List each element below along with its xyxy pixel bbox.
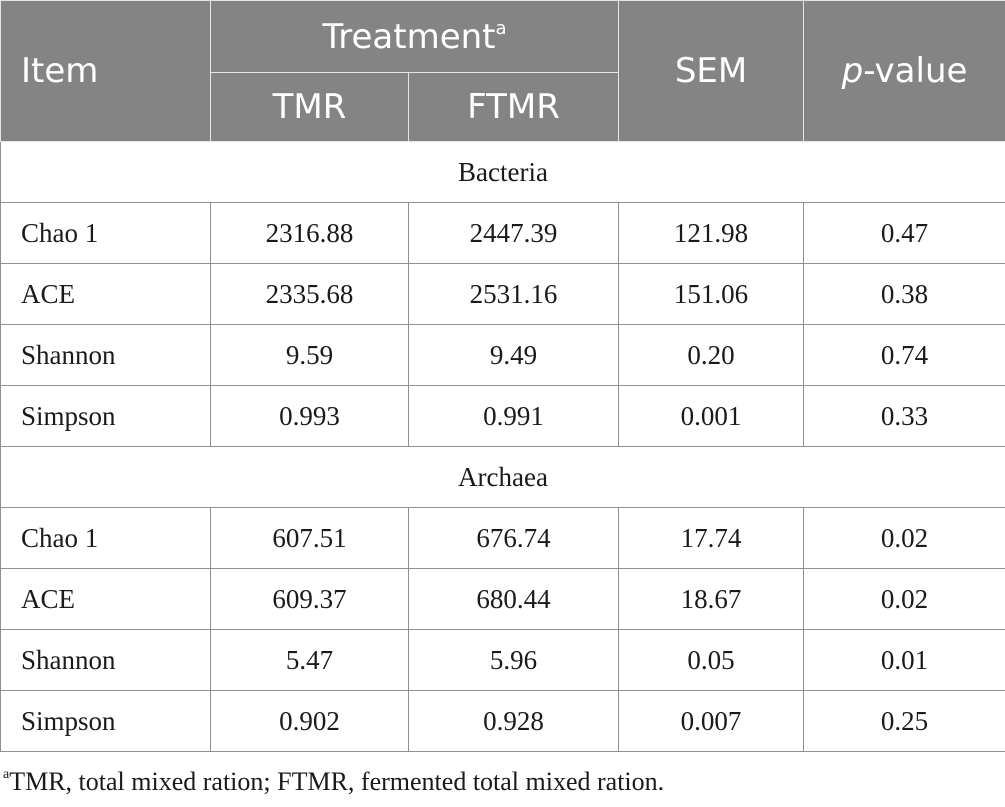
row-tmr-cell: 5.47 xyxy=(210,629,409,691)
table-row: Simpson 0.993 0.991 0.001 0.33 xyxy=(0,385,1005,447)
row-ftmr-cell: 2447.39 xyxy=(407,202,620,264)
row-sem-cell: 0.007 xyxy=(618,690,805,752)
row-ftmr-cell: 680.44 xyxy=(407,568,620,630)
row-item-cell: ACE xyxy=(0,263,211,325)
treatment-footnote-marker: a xyxy=(495,17,507,39)
table-row: ACE 2335.68 2531.16 151.06 0.38 xyxy=(0,263,1005,325)
row-ftmr-cell: 676.74 xyxy=(407,507,620,569)
table-header: Item Treatmenta SEM p-value TMR FTMR xyxy=(0,0,1005,142)
group-row: Bacteria xyxy=(0,141,1005,203)
header-sem: SEM xyxy=(618,0,805,142)
diversity-table: Item Treatmenta SEM p-value TMR FTMR Bac… xyxy=(0,0,1005,752)
row-item-cell: Chao 1 xyxy=(0,202,211,264)
header-treatment: Treatmenta xyxy=(209,0,620,73)
footnote-marker: a xyxy=(3,767,10,782)
row-p-value-cell: 0.74 xyxy=(803,324,1005,386)
table-row: Simpson 0.902 0.928 0.007 0.25 xyxy=(0,690,1005,752)
row-item-cell: Simpson xyxy=(0,690,211,752)
row-tmr-cell: 2316.88 xyxy=(210,202,409,264)
header-p-value: p-value xyxy=(803,0,1005,142)
row-ftmr-cell: 9.49 xyxy=(407,324,620,386)
row-ftmr-cell: 0.928 xyxy=(407,690,620,752)
row-item-cell: Simpson xyxy=(0,385,211,447)
header-ftmr: FTMR xyxy=(407,72,620,142)
row-tmr-cell: 2335.68 xyxy=(210,263,409,325)
row-ftmr-cell: 2531.16 xyxy=(407,263,620,325)
group-label: Archaea xyxy=(0,446,1005,508)
row-item-cell: ACE xyxy=(0,568,211,630)
table-row: Shannon 5.47 5.96 0.05 0.01 xyxy=(0,629,1005,691)
row-p-value-cell: 0.01 xyxy=(803,629,1005,691)
row-ftmr-cell: 5.96 xyxy=(407,629,620,691)
row-sem-cell: 0.05 xyxy=(618,629,805,691)
row-ftmr-cell: 0.991 xyxy=(407,385,620,447)
row-tmr-cell: 609.37 xyxy=(210,568,409,630)
row-p-value-cell: 0.38 xyxy=(803,263,1005,325)
row-item-cell: Shannon xyxy=(0,629,211,691)
row-tmr-cell: 9.59 xyxy=(210,324,409,386)
table-row: Shannon 9.59 9.49 0.20 0.74 xyxy=(0,324,1005,386)
header-tmr: TMR xyxy=(210,72,409,142)
table-row: ACE 609.37 680.44 18.67 0.02 xyxy=(0,568,1005,630)
row-p-value-cell: 0.02 xyxy=(803,507,1005,569)
table-body: Bacteria Chao 1 2316.88 2447.39 121.98 0.47 AC… xyxy=(0,141,1005,752)
row-p-value-cell: 0.02 xyxy=(803,568,1005,630)
row-sem-cell: 121.98 xyxy=(618,202,805,264)
row-p-value-cell: 0.33 xyxy=(803,385,1005,447)
row-tmr-cell: 0.902 xyxy=(210,690,409,752)
row-p-value-cell: 0.25 xyxy=(803,690,1005,752)
row-sem-cell: 17.74 xyxy=(618,507,805,569)
group-row: Archaea xyxy=(0,446,1005,508)
header-item: Item xyxy=(0,0,211,142)
table-row: Chao 1 607.51 676.74 17.74 0.02 xyxy=(0,507,1005,569)
row-p-value-cell: 0.47 xyxy=(803,202,1005,264)
group-label: Bacteria xyxy=(0,141,1005,203)
row-tmr-cell: 607.51 xyxy=(210,507,409,569)
row-sem-cell: 18.67 xyxy=(618,568,805,630)
row-tmr-cell: 0.993 xyxy=(210,385,409,447)
table-row: Chao 1 2316.88 2447.39 121.98 0.47 xyxy=(0,202,1005,264)
table-footnote: aTMR, total mixed ration; FTMR, fermente… xyxy=(3,767,665,796)
row-item-cell: Chao 1 xyxy=(0,507,211,569)
row-sem-cell: 0.001 xyxy=(618,385,805,447)
row-item-cell: Shannon xyxy=(0,324,211,386)
row-sem-cell: 0.20 xyxy=(618,324,805,386)
row-sem-cell: 151.06 xyxy=(618,263,805,325)
